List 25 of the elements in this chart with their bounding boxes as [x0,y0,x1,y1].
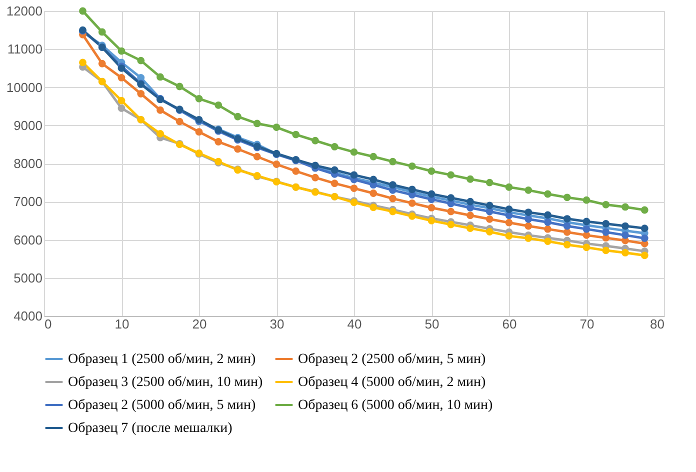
y-tick-label: 6000 [14,232,42,248]
y-tick-label: 7000 [14,194,42,210]
y-tick-label: 11000 [7,42,42,57]
y-tick-label: 9000 [14,118,42,133]
x-tick-label: 60 [502,316,517,332]
y-tick-label: 8000 [14,156,42,171]
x-tick-label: 40 [347,316,362,332]
legend-label: Образец 2 (2500 об/мин, 5 мин) [298,352,486,367]
x-tick-label: 0 [44,316,52,332]
legend-label: Образец 6 (5000 об/мин, 10 мин) [298,398,494,413]
legend-label: Образец 1 (2500 об/мин, 2 мин) [68,352,256,367]
y-tick-label: 5000 [14,270,42,286]
legend-label: Образец 4 (5000 об/мин, 2 мин) [298,375,486,390]
y-tick-label: 4000 [14,308,42,324]
legend-label: Образец 3 (2500 об/мин, 10 мин) [68,375,264,390]
legend-label: Образец 7 (после мешалки) [68,421,233,436]
x-tick-label: 80 [650,316,664,332]
x-tick-label: 30 [270,316,284,332]
legend-label: Образец 2 (5000 об/мин, 5 мин) [68,398,256,413]
y-tick-label: 12000 [6,4,42,18]
x-tick-label: 50 [424,316,440,332]
x-tick-label: 10 [114,316,130,332]
x-tick-label: 20 [192,316,207,332]
y-tick-label: 10000 [6,80,42,95]
x-tick-label: 70 [580,316,594,332]
